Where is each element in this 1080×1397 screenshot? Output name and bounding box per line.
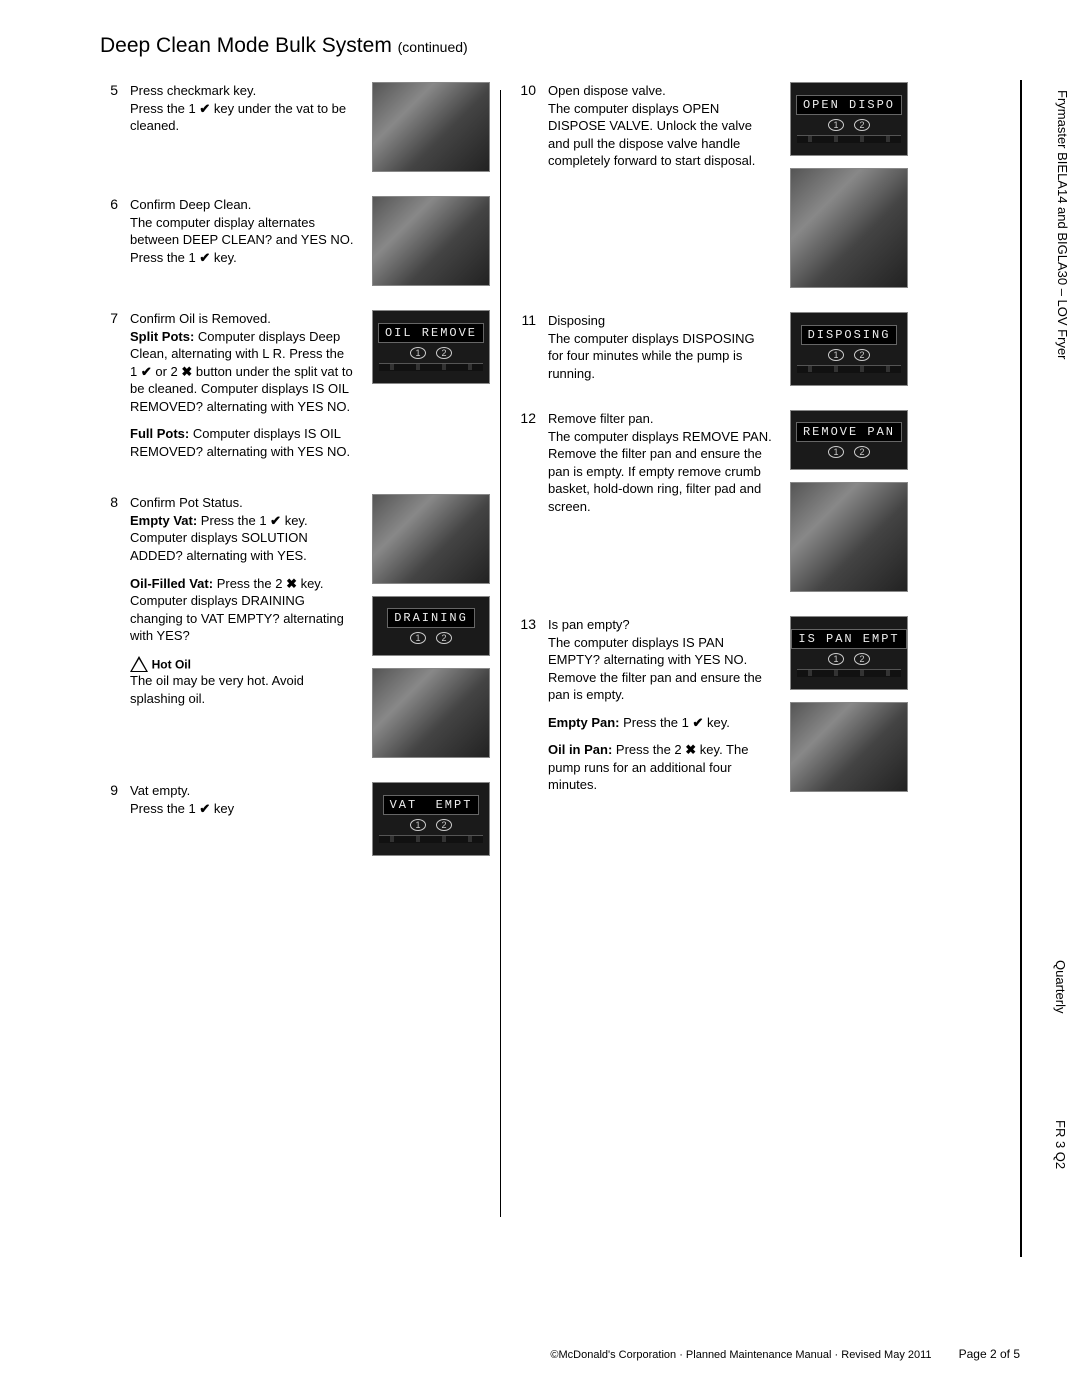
step-lead: Is pan empty? (548, 617, 630, 632)
lcd-text: VAT EMPT (383, 795, 480, 815)
step-lead: Confirm Oil is Removed. (130, 311, 271, 326)
step-lead: Remove filter pan. (548, 411, 654, 426)
check-icon: ✔ (693, 715, 704, 730)
full-pots-label: Full Pots: (130, 426, 189, 441)
sidebar-code-label: FR 3 Q2 (1053, 1120, 1068, 1169)
lcd-text: DRAINING (387, 608, 475, 628)
step-lead: Open dispose valve. (548, 83, 666, 98)
step-lead: Disposing (548, 313, 605, 328)
empty-pan-label: Empty Pan: (548, 715, 620, 730)
step-6-image (372, 196, 490, 286)
step-8-image-1 (372, 494, 490, 584)
step-11-lcd-image: DISPOSING 12 (790, 312, 908, 386)
step-12: 12 Remove filter pan. The computer displ… (518, 410, 908, 592)
step-number: 9 (100, 782, 118, 798)
column-divider (500, 90, 501, 1217)
right-column: 10 Open dispose valve. The computer disp… (518, 82, 908, 880)
step-8: 8 Confirm Pot Status. Empty Vat: Press t… (100, 494, 490, 758)
step-body: Remove filter pan. The computer displays… (548, 410, 772, 515)
oil-filled-vat-label: Oil-Filled Vat: (130, 576, 213, 591)
step-number: 12 (518, 410, 536, 426)
cross-icon: ✖ (286, 576, 297, 591)
step-5-image (372, 82, 490, 172)
step-10: 10 Open dispose valve. The computer disp… (518, 82, 908, 288)
step-body: Vat empty. Press the 1 ✔ key (130, 782, 354, 817)
step-body: Open dispose valve. The computer display… (548, 82, 772, 170)
step-number: 13 (518, 616, 536, 632)
step-7: 7 Confirm Oil is Removed. Split Pots: Co… (100, 310, 490, 470)
warning-body: The oil may be very hot. Avoid splashing… (130, 673, 304, 706)
lcd-text: DISPOSING (801, 325, 898, 345)
step-9-lcd-image: VAT EMPT 12 (372, 782, 490, 856)
check-icon: ✔ (199, 101, 210, 116)
check-icon: ✔ (199, 250, 210, 265)
step-body: Is pan empty? The computer displays IS P… (548, 616, 772, 804)
cross-icon: ✖ (685, 742, 696, 757)
step-lead: Vat empty. (130, 783, 190, 798)
title-main: Deep Clean Mode Bulk System (100, 34, 398, 57)
right-rail (1020, 80, 1040, 1257)
step-body: Confirm Deep Clean. The computer display… (130, 196, 354, 266)
sidebar-period-label: Quarterly (1053, 960, 1068, 1013)
warning-icon (130, 656, 148, 672)
lcd-text: OPEN DISPO (796, 95, 902, 115)
page-footer: ©McDonald's Corporation · Planned Mainte… (0, 1347, 1020, 1361)
step-10-image (790, 168, 908, 288)
footer-copyright: ©McDonald's Corporation · Planned Mainte… (550, 1349, 931, 1361)
step-11: 11 Disposing The computer displays DISPO… (518, 312, 908, 386)
check-icon: ✔ (270, 513, 281, 528)
step-number: 10 (518, 82, 536, 98)
step-body: Confirm Pot Status. Empty Vat: Press the… (130, 494, 354, 717)
step-9: 9 Vat empty. Press the 1 ✔ key VAT EMPT … (100, 782, 490, 856)
empty-vat-label: Empty Vat: (130, 513, 197, 528)
step-number: 7 (100, 310, 118, 326)
title-continued: (continued) (398, 39, 468, 55)
step-lead: Confirm Deep Clean. (130, 197, 251, 212)
split-pots-label: Split Pots: (130, 329, 194, 344)
lcd-text: IS PAN EMPT (791, 629, 906, 649)
step-body: Press checkmark key. Press the 1 ✔ key u… (130, 82, 354, 135)
step-12-image (790, 482, 908, 592)
step-7-lcd-image: OIL REMOVE 12 (372, 310, 490, 384)
step-body: Disposing The computer displays DISPOSIN… (548, 312, 772, 382)
cross-icon: ✖ (181, 364, 192, 379)
left-column: 5 Press checkmark key. Press the 1 ✔ key… (100, 82, 490, 880)
check-icon: ✔ (199, 801, 210, 816)
step-12-lcd-image: REMOVE PAN 12 (790, 410, 908, 470)
step-number: 11 (518, 312, 536, 328)
lcd-text: REMOVE PAN (796, 422, 902, 442)
step-5: 5 Press checkmark key. Press the 1 ✔ key… (100, 82, 490, 172)
step-13-lcd-image: IS PAN EMPT 12 (790, 616, 908, 690)
lcd-text: OIL REMOVE (378, 323, 484, 343)
footer-page: Page 2 of 5 (959, 1347, 1020, 1361)
step-lead: Press checkmark key. (130, 83, 256, 98)
step-8-lcd-image: DRAINING 12 (372, 596, 490, 656)
step-13: 13 Is pan empty? The computer displays I… (518, 616, 908, 804)
step-number: 6 (100, 196, 118, 212)
check-icon: ✔ (141, 364, 152, 379)
step-number: 5 (100, 82, 118, 98)
step-6: 6 Confirm Deep Clean. The computer displ… (100, 196, 490, 286)
oil-in-pan-label: Oil in Pan: (548, 742, 612, 757)
page-title: Deep Clean Mode Bulk System (continued) (100, 34, 1020, 58)
step-lead: Confirm Pot Status. (130, 495, 243, 510)
step-10-lcd-image: OPEN DISPO 12 (790, 82, 908, 156)
sidebar-product-label: Frymaster BIELA14 and BIGLA30 – LOV Frye… (1055, 90, 1070, 360)
step-13-image (790, 702, 908, 792)
step-number: 8 (100, 494, 118, 510)
step-body: Confirm Oil is Removed. Split Pots: Comp… (130, 310, 354, 470)
step-8-image-2 (372, 668, 490, 758)
warning-label: Hot Oil (152, 657, 191, 671)
